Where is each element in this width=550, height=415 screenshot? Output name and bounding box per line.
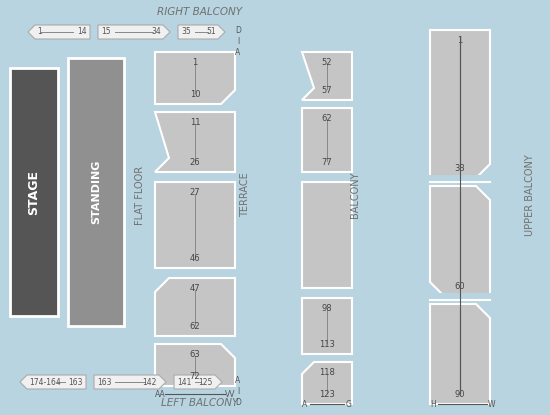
Polygon shape xyxy=(20,375,86,389)
Bar xyxy=(68,58,124,326)
Text: 62: 62 xyxy=(190,322,200,331)
Polygon shape xyxy=(430,304,490,404)
Text: FLAT FLOOR: FLAT FLOOR xyxy=(135,166,145,225)
Polygon shape xyxy=(155,344,235,386)
Text: 27: 27 xyxy=(190,188,200,197)
Text: 11: 11 xyxy=(190,118,200,127)
Bar xyxy=(10,68,58,316)
Text: 14: 14 xyxy=(78,27,87,37)
Text: 118: 118 xyxy=(319,368,335,377)
Text: H: H xyxy=(430,400,436,408)
Text: 98: 98 xyxy=(322,304,332,313)
Polygon shape xyxy=(155,52,235,104)
Text: 47: 47 xyxy=(190,284,200,293)
Text: 77: 77 xyxy=(322,158,332,167)
Text: 125: 125 xyxy=(199,378,213,386)
Text: 142: 142 xyxy=(142,378,157,386)
Text: 46: 46 xyxy=(190,254,200,263)
Text: BALCONY: BALCONY xyxy=(350,172,360,218)
Text: 51: 51 xyxy=(206,27,216,37)
Polygon shape xyxy=(430,30,490,178)
Text: 57: 57 xyxy=(322,86,332,95)
Text: 10: 10 xyxy=(190,90,200,99)
Text: 1: 1 xyxy=(458,36,463,45)
Text: 63: 63 xyxy=(190,350,200,359)
Polygon shape xyxy=(155,112,235,172)
Text: 35: 35 xyxy=(181,27,191,37)
Text: 62: 62 xyxy=(322,114,332,123)
Text: A
I
D: A I D xyxy=(235,376,241,407)
Text: 33: 33 xyxy=(455,164,465,173)
Text: 113: 113 xyxy=(319,340,335,349)
Text: 34: 34 xyxy=(151,27,161,37)
Polygon shape xyxy=(430,186,490,296)
Text: 123: 123 xyxy=(319,390,335,399)
Text: UPPER BALCONY: UPPER BALCONY xyxy=(525,154,535,236)
Text: 141: 141 xyxy=(177,378,191,386)
Polygon shape xyxy=(155,278,235,336)
Text: STAGE: STAGE xyxy=(28,169,41,215)
Text: A: A xyxy=(302,400,307,408)
Bar xyxy=(302,182,352,288)
Text: 90: 90 xyxy=(455,390,465,399)
Text: RIGHT BALCONY: RIGHT BALCONY xyxy=(157,7,243,17)
Text: 15: 15 xyxy=(101,27,111,37)
Text: 72: 72 xyxy=(190,372,200,381)
Polygon shape xyxy=(94,375,166,389)
Text: 26: 26 xyxy=(190,158,200,167)
Text: VV: VV xyxy=(224,390,235,398)
Text: 163: 163 xyxy=(97,378,112,386)
Text: G: G xyxy=(346,400,352,408)
Text: 1: 1 xyxy=(37,27,42,37)
Polygon shape xyxy=(174,375,222,389)
Polygon shape xyxy=(302,362,352,404)
Text: W: W xyxy=(487,400,495,408)
Text: AA: AA xyxy=(155,390,166,398)
Bar xyxy=(302,108,352,172)
Text: TERRACE: TERRACE xyxy=(240,173,250,217)
Polygon shape xyxy=(98,25,170,39)
Text: 163: 163 xyxy=(69,378,83,386)
Text: 60: 60 xyxy=(455,282,465,291)
Text: 52: 52 xyxy=(322,58,332,67)
Polygon shape xyxy=(178,25,225,39)
Text: 174-164: 174-164 xyxy=(29,378,60,386)
Text: D
I
A: D I A xyxy=(235,26,241,57)
Bar xyxy=(155,182,235,268)
Text: 1: 1 xyxy=(192,58,197,67)
Polygon shape xyxy=(28,25,90,39)
Polygon shape xyxy=(302,52,352,100)
Text: STANDING: STANDING xyxy=(91,160,101,224)
Bar xyxy=(302,298,352,354)
Text: LEFT BALCONY: LEFT BALCONY xyxy=(161,398,239,408)
